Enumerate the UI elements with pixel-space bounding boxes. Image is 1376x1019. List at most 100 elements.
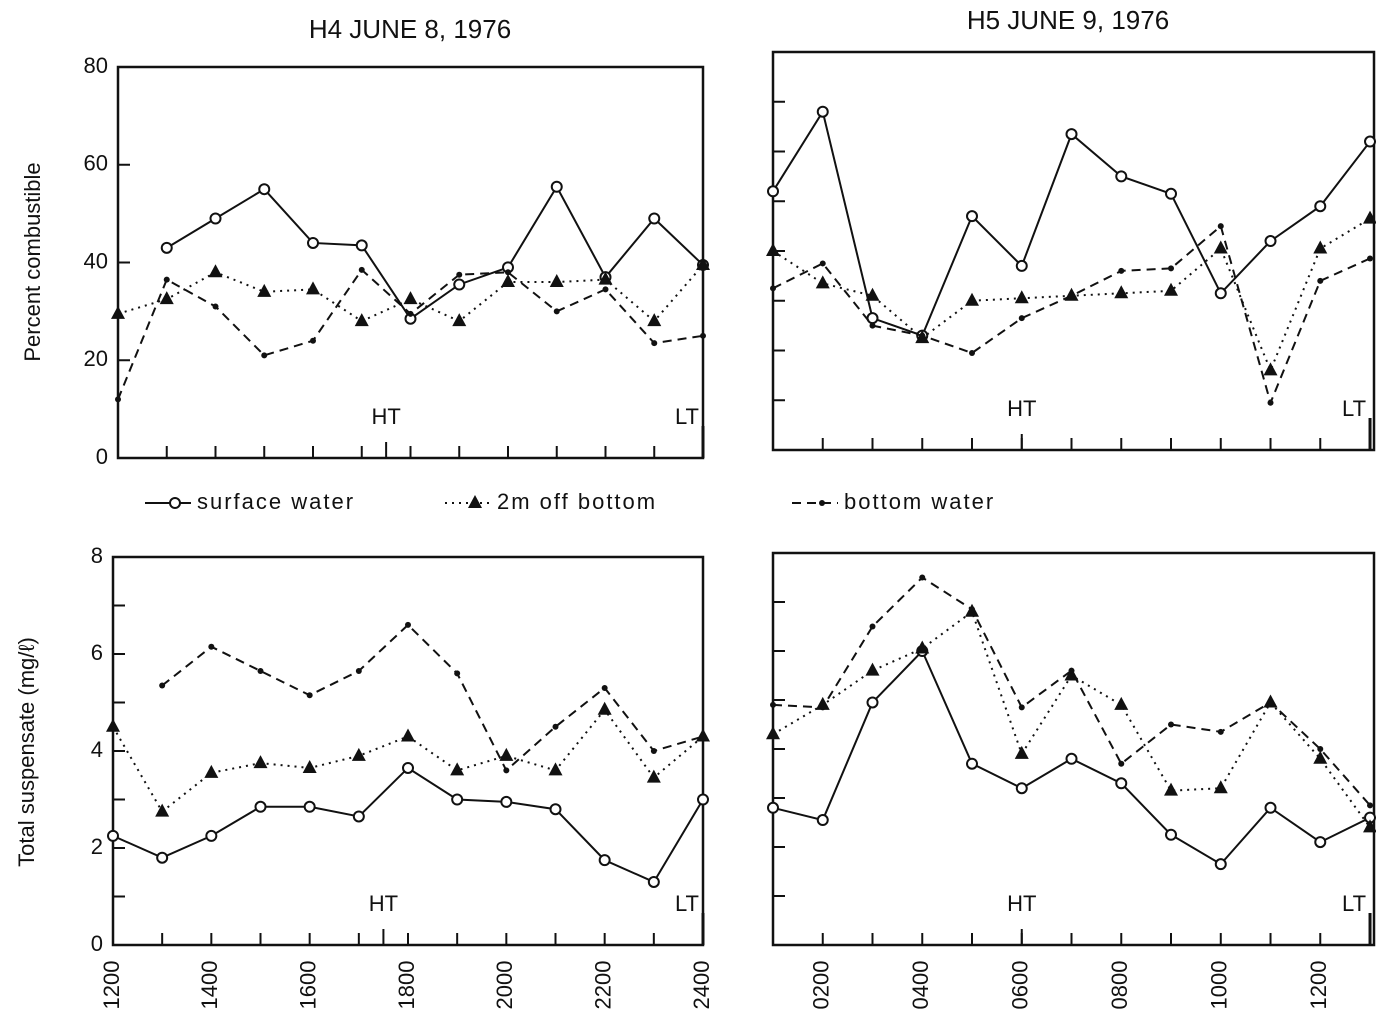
annotation: LT <box>1342 396 1366 421</box>
marker <box>597 701 612 715</box>
marker <box>500 795 513 808</box>
marker <box>552 723 559 730</box>
marker <box>358 266 365 273</box>
marker <box>451 793 464 806</box>
marker <box>548 762 563 776</box>
marker <box>819 704 826 711</box>
marker <box>553 308 560 315</box>
x-tick-label: 1800 <box>394 961 419 1010</box>
marker <box>549 274 564 288</box>
marker <box>499 747 514 761</box>
marker <box>969 349 976 356</box>
legend-label: bottom water <box>844 489 995 514</box>
marker <box>598 854 611 867</box>
marker <box>1267 699 1274 706</box>
marker <box>505 269 511 276</box>
x-tick-label: 0400 <box>908 961 933 1010</box>
marker <box>866 696 879 709</box>
marker <box>401 728 415 742</box>
marker <box>866 312 879 325</box>
y-tick-label: 2 <box>91 834 103 859</box>
marker <box>253 755 268 769</box>
marker <box>1267 399 1274 406</box>
marker <box>204 764 219 778</box>
marker <box>767 185 779 198</box>
x-tick-label: 2000 <box>492 961 517 1010</box>
marker <box>1165 187 1178 200</box>
marker <box>1367 255 1374 262</box>
chart-title: H5 JUNE 9, 1976 <box>967 5 1169 35</box>
marker <box>1065 128 1078 141</box>
marker <box>1264 801 1277 814</box>
marker <box>1313 750 1328 764</box>
marker <box>261 352 268 359</box>
marker <box>1367 802 1374 809</box>
legend-label: 2m off bottom <box>497 489 657 514</box>
series-line <box>772 224 1371 406</box>
y-tick-label: 0 <box>91 931 103 956</box>
x-tick-label: 0600 <box>1008 961 1033 1010</box>
marker <box>355 239 368 252</box>
marker <box>1165 828 1178 841</box>
marker <box>106 718 120 732</box>
x-tick-label: 1400 <box>197 961 222 1010</box>
marker <box>650 748 657 754</box>
marker <box>919 332 926 339</box>
y-axis-label: Percent combustible <box>20 162 45 361</box>
marker <box>1014 290 1029 304</box>
marker <box>1014 745 1029 759</box>
plot-frame <box>111 555 705 947</box>
y-axis-label: Total suspensate (mg/ℓ) <box>14 637 39 867</box>
chart-title: H4 JUNE 8, 1976 <box>309 14 511 44</box>
legend-marker <box>468 495 482 508</box>
marker <box>160 241 173 254</box>
series-line <box>161 623 704 773</box>
marker <box>405 621 411 628</box>
marker <box>1115 777 1128 790</box>
marker <box>1317 277 1324 284</box>
marker <box>966 757 979 770</box>
x-tick-label: 1600 <box>295 961 320 1010</box>
x-tick-label: 1000 <box>1207 961 1232 1010</box>
y-tick-label: 40 <box>84 248 108 273</box>
x-tick-label: 1200 <box>1306 961 1331 1010</box>
y-tick-label: 8 <box>91 543 103 568</box>
marker <box>115 396 121 403</box>
marker <box>1213 780 1228 794</box>
marker <box>254 800 267 813</box>
marker <box>503 767 510 774</box>
marker <box>700 332 706 339</box>
marker <box>651 340 658 347</box>
marker <box>354 313 369 327</box>
marker <box>351 747 366 761</box>
y-tick-label: 20 <box>84 346 108 371</box>
marker <box>1317 746 1324 752</box>
marker <box>1018 315 1025 322</box>
marker <box>865 287 880 301</box>
marker <box>456 271 463 278</box>
marker <box>303 800 316 813</box>
marker <box>1264 235 1277 248</box>
marker <box>966 210 979 223</box>
y-tick-label: 6 <box>91 640 103 665</box>
marker <box>700 733 706 740</box>
marker <box>1217 728 1224 735</box>
y-tick-label: 80 <box>84 53 108 78</box>
annotation: HT <box>1007 396 1036 421</box>
y-tick-label: 0 <box>96 444 108 469</box>
series-line <box>772 109 1371 337</box>
marker <box>647 875 660 888</box>
marker <box>1214 858 1227 871</box>
marker <box>869 322 876 329</box>
marker <box>965 292 980 306</box>
x-tick-label: 0800 <box>1107 961 1132 1010</box>
marker <box>159 682 166 689</box>
marker <box>209 212 222 225</box>
marker <box>1068 292 1075 299</box>
marker <box>156 851 169 864</box>
y-tick-label: 4 <box>91 737 103 762</box>
legend-marker <box>819 500 825 506</box>
marker <box>819 260 826 267</box>
marker <box>816 814 829 827</box>
marker <box>1364 135 1376 148</box>
